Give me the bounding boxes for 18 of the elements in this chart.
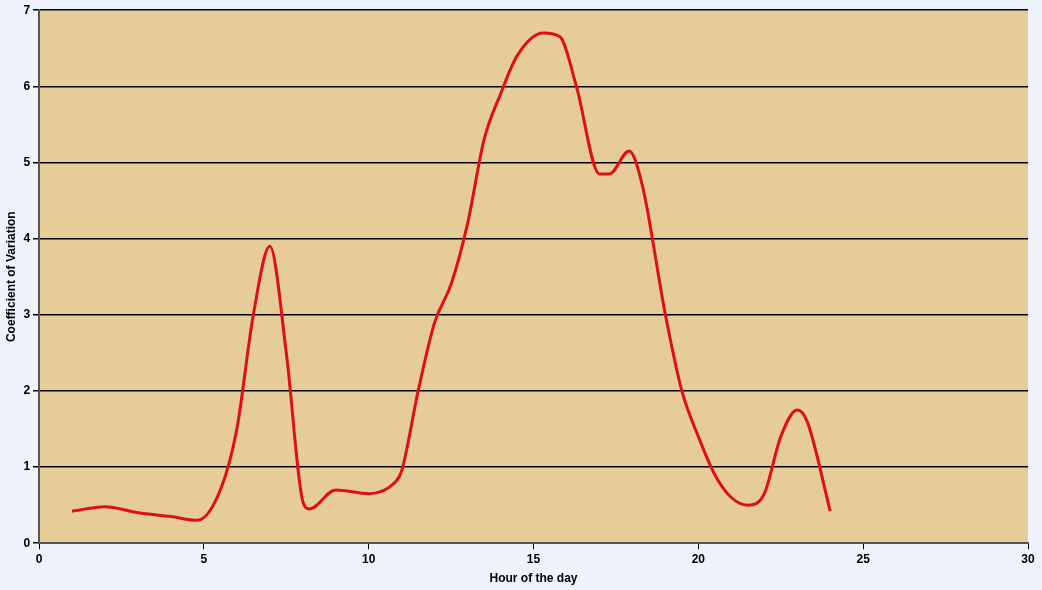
x-tick-label: 10 [362,551,376,566]
x-tick-label: 0 [35,551,43,566]
y-tick-label: 4 [23,230,31,245]
y-tick-label: 3 [23,307,31,322]
y-axis-title: Coefficient of Variation [3,211,18,343]
x-tick-label: 15 [526,551,541,566]
y-tick-label: 0 [23,535,31,550]
x-tick-label: 25 [856,551,871,566]
x-tick-label: 5 [200,551,208,566]
y-tick-label: 7 [23,2,31,17]
x-tick-label: 20 [691,551,706,566]
y-tick-label: 6 [23,78,31,93]
x-tick-label: 30 [1021,551,1035,566]
x-axis-title: Hour of the day [489,571,578,586]
y-tick-label: 1 [23,459,31,474]
line-series [70,31,832,522]
y-tick-label: 5 [23,154,31,169]
y-tick-label: 2 [23,383,31,398]
